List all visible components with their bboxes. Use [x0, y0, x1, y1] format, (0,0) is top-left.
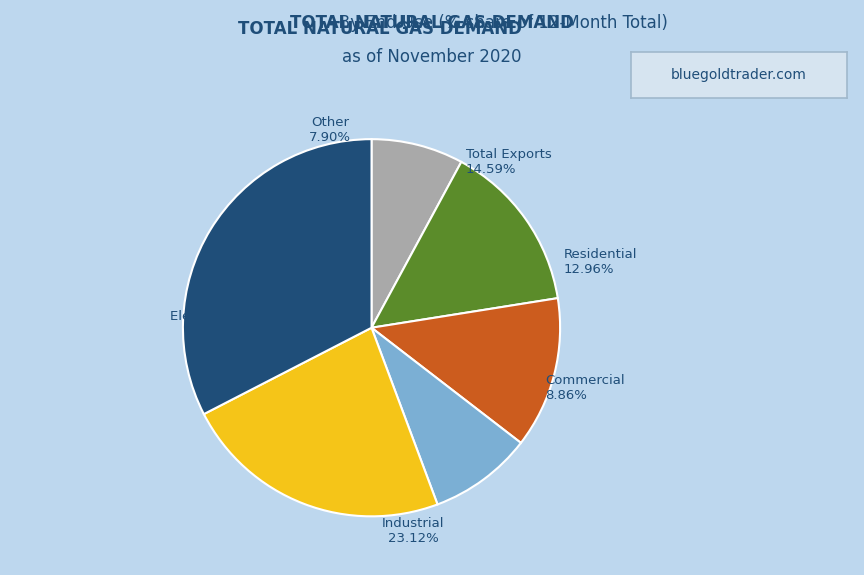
- Text: Other
7.90%: Other 7.90%: [309, 116, 351, 144]
- Text: Commercial
8.86%: Commercial 8.86%: [545, 374, 625, 402]
- Text: Residential
12.96%: Residential 12.96%: [564, 248, 638, 276]
- Text: bluegoldtrader.com: bluegoldtrader.com: [670, 68, 807, 82]
- Text: TOTAL NATURAL GAS DEMAND: TOTAL NATURAL GAS DEMAND: [290, 14, 574, 32]
- Text: By End Use (% share of 12-Month Total): By End Use (% share of 12-Month Total): [197, 14, 667, 32]
- Text: TOTAL NATURAL GAS DEMAND: TOTAL NATURAL GAS DEMAND: [238, 20, 522, 38]
- Text: Industrial
23.12%: Industrial 23.12%: [382, 518, 444, 546]
- Text: Total Exports
14.59%: Total Exports 14.59%: [466, 148, 551, 176]
- Wedge shape: [204, 328, 437, 516]
- Text: as of November 2020: as of November 2020: [342, 48, 522, 66]
- Wedge shape: [372, 139, 461, 328]
- Wedge shape: [372, 162, 558, 328]
- Wedge shape: [372, 298, 560, 443]
- Wedge shape: [183, 139, 372, 414]
- Text: Electric Power
32.57%: Electric Power 32.57%: [170, 310, 264, 338]
- Text: TOTAL NATURAL GAS DEMAND By End Use (% share of 12-Month Total): TOTAL NATURAL GAS DEMAND By End Use (% s…: [86, 20, 675, 38]
- Wedge shape: [372, 328, 521, 504]
